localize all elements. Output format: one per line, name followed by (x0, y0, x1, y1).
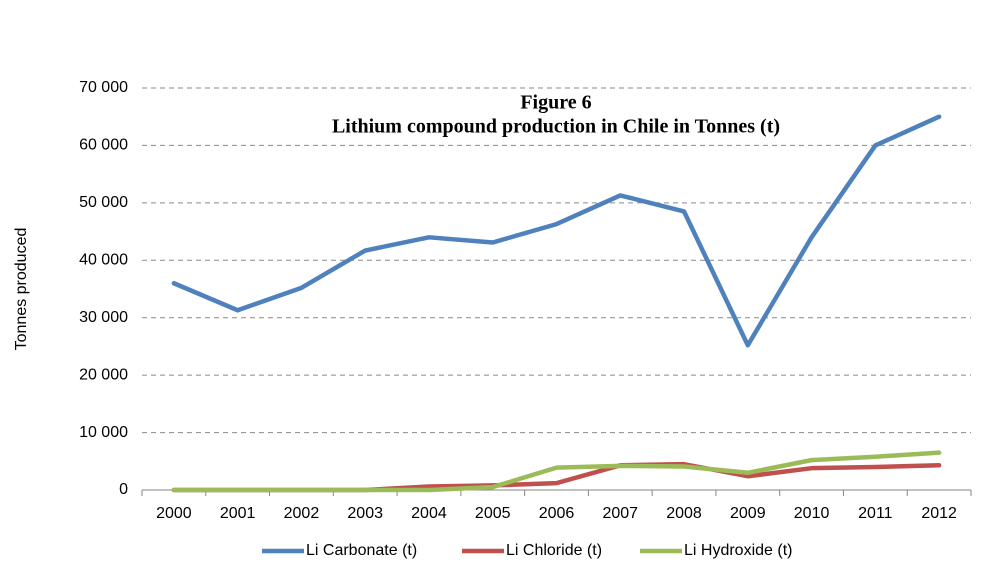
series-line (171, 450, 942, 493)
chart-title: Figure 6 (520, 92, 591, 114)
x-tick-label: 2002 (284, 505, 320, 522)
y-tick-label: 20 000 (79, 366, 128, 383)
chart-subtitle: Lithium compound production in Chile in … (332, 116, 780, 138)
y-tick-label: 0 (119, 481, 128, 498)
x-tick-label: 2001 (220, 505, 256, 522)
legend-label: Li Carbonate (t) (306, 542, 417, 559)
x-tick-label: 2008 (666, 505, 702, 522)
x-tick-label: 2003 (347, 505, 383, 522)
x-tick-label: 2007 (602, 505, 638, 522)
x-tick-label: 2011 (858, 505, 893, 522)
x-tick-label: 2009 (730, 505, 766, 522)
y-axis-label: Tonnes produced (13, 228, 30, 351)
x-tick-label: 2006 (539, 505, 575, 522)
y-tick-label: 60 000 (79, 137, 128, 154)
legend-label: Li Chloride (t) (506, 542, 602, 559)
x-tick-label: 2000 (156, 505, 192, 522)
series-line (171, 114, 942, 348)
y-tick-label: 10 000 (79, 424, 128, 441)
x-tick-label: 2010 (794, 505, 830, 522)
legend-label: Li Hydroxide (t) (684, 542, 792, 559)
x-tick-label: 2012 (921, 505, 957, 522)
y-tick-label: 40 000 (79, 252, 128, 269)
y-tick-label: 70 000 (79, 79, 128, 96)
y-tick-label: 50 000 (79, 194, 128, 211)
x-tick-label: 2004 (411, 505, 447, 522)
x-tick-label: 2005 (475, 505, 511, 522)
y-tick-label: 30 000 (79, 309, 128, 326)
